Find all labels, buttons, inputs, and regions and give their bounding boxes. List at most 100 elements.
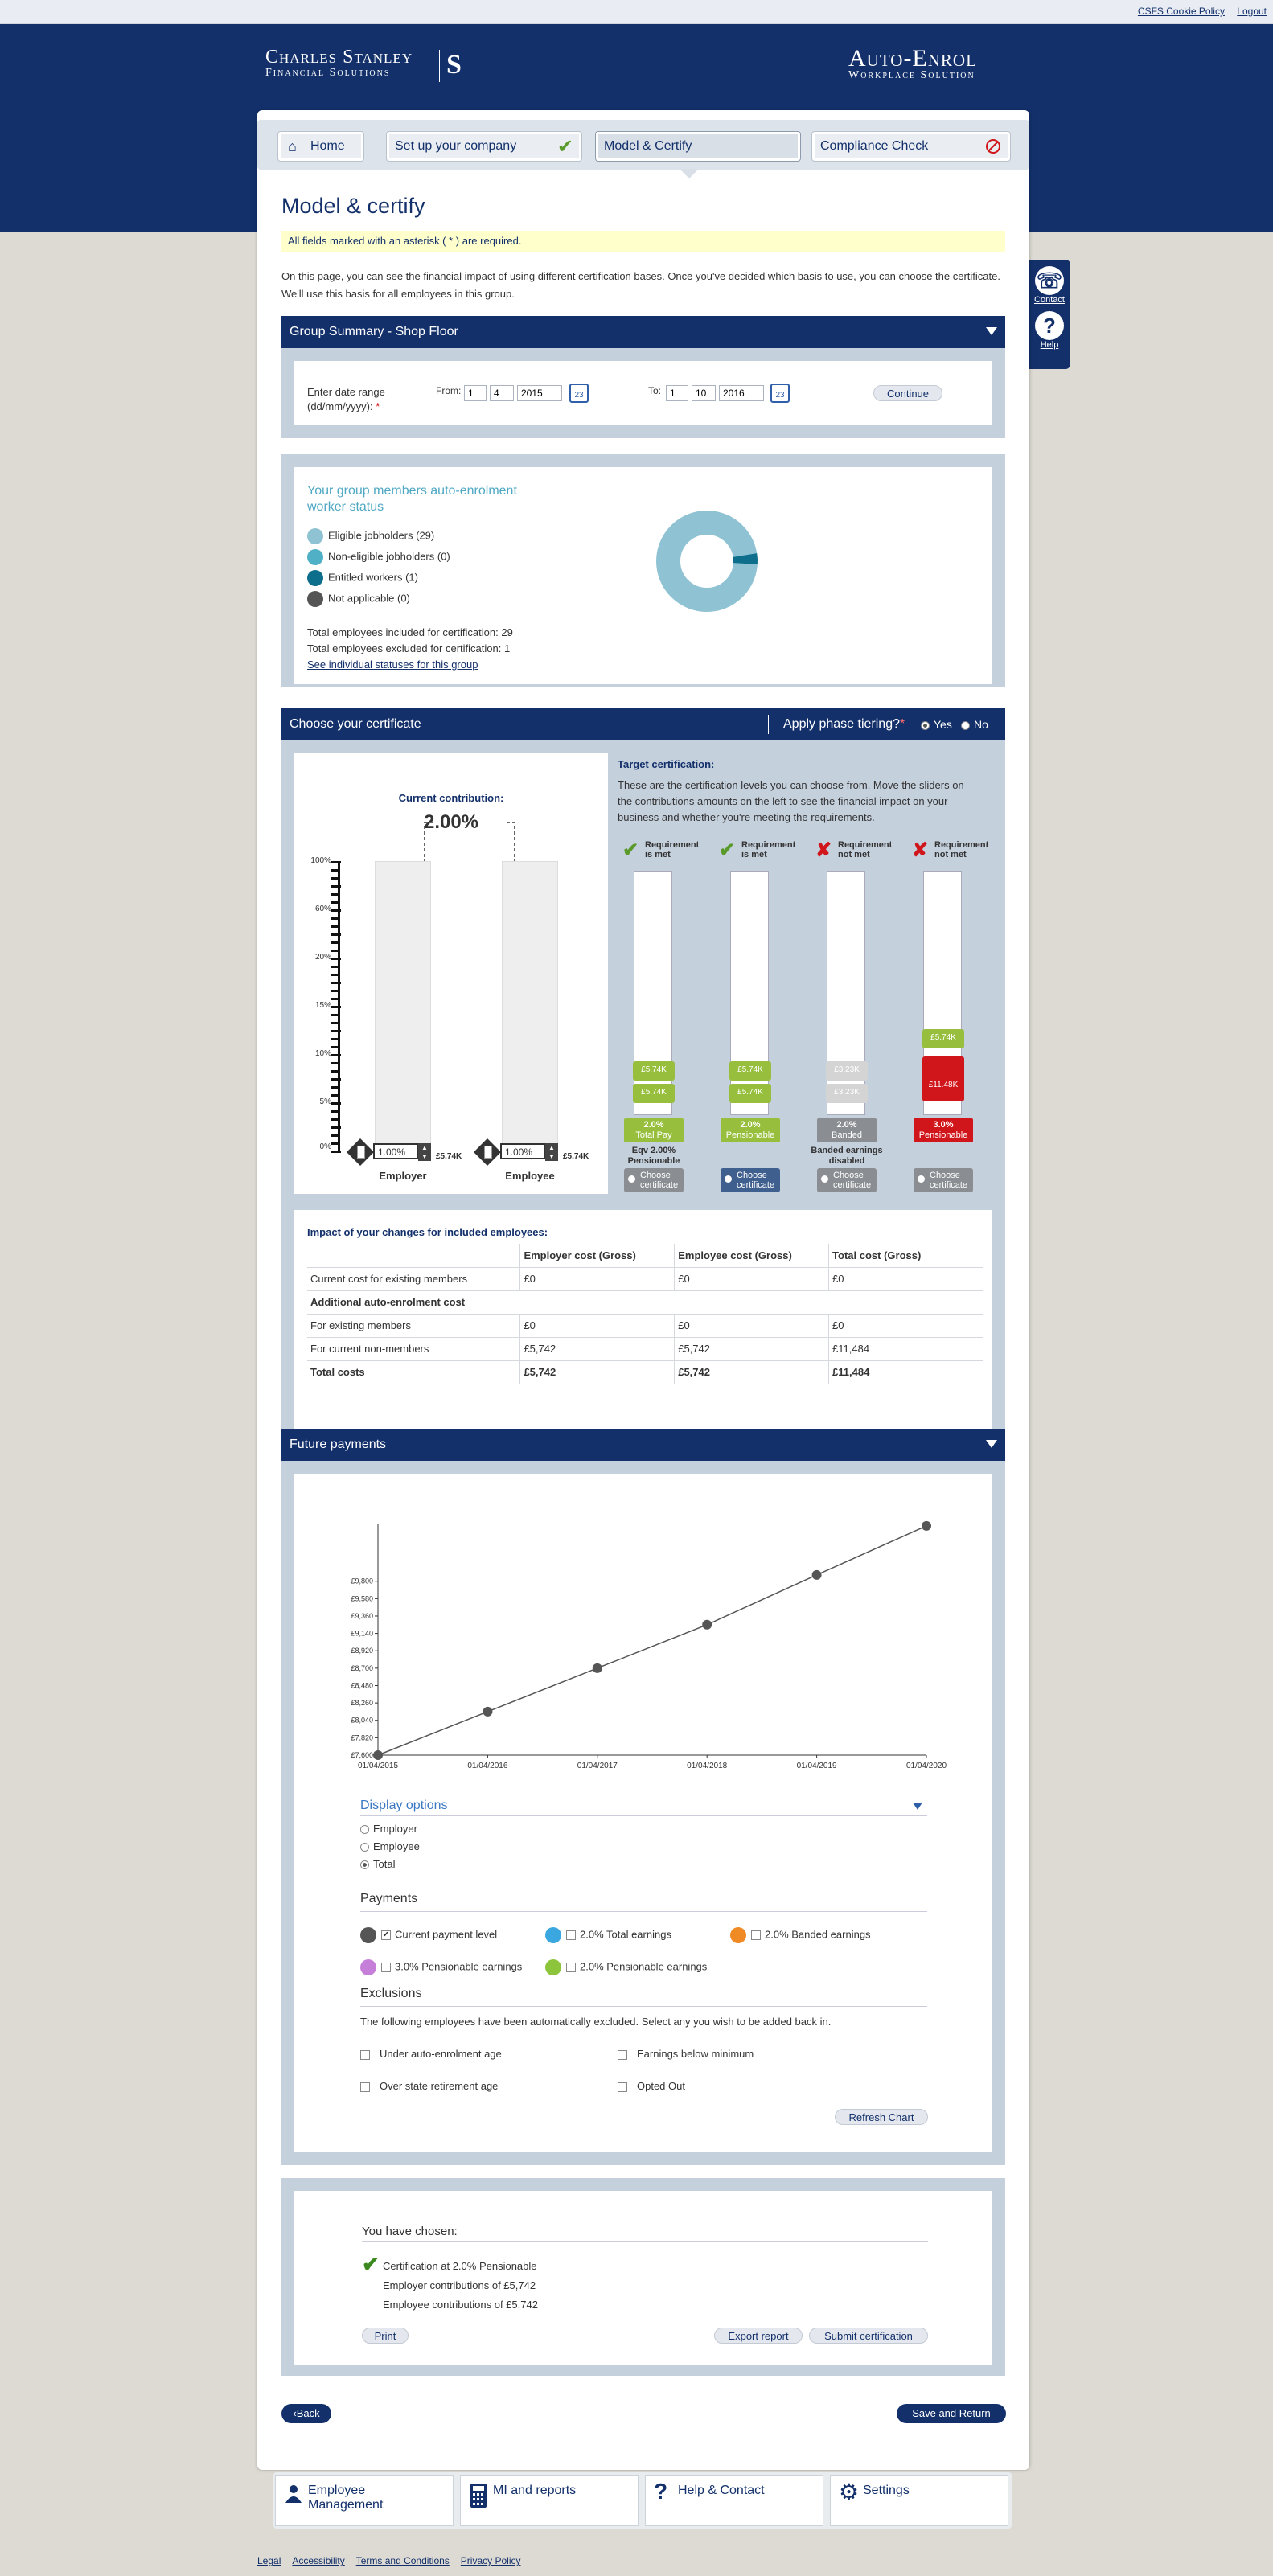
to-month-input[interactable] bbox=[692, 385, 716, 401]
scale-tick bbox=[331, 1142, 338, 1145]
checkbox-icon[interactable] bbox=[360, 2082, 370, 2092]
checkbox-icon[interactable] bbox=[381, 1963, 391, 1972]
submit-certification-button[interactable]: Submit certification bbox=[809, 2328, 928, 2344]
certificate-body: Current contribution: 2.00% 100% 60% 20% 15… bbox=[281, 740, 1005, 1520]
no-radio-dot[interactable] bbox=[961, 720, 970, 730]
from-month-input[interactable] bbox=[490, 385, 514, 401]
required-notice: All fields marked with an asterisk ( * )… bbox=[281, 231, 1005, 252]
display-option[interactable]: Total bbox=[360, 1858, 395, 1870]
export-report-button[interactable]: Export report bbox=[714, 2328, 803, 2344]
exclusion-option[interactable]: Over state retirement age bbox=[360, 2080, 498, 2092]
exclusion-option[interactable]: Earnings below minimum bbox=[618, 2048, 754, 2060]
phase-yes-radio[interactable]: Yes bbox=[921, 718, 952, 731]
radio-icon[interactable] bbox=[360, 1843, 369, 1852]
help-icon[interactable]: ? bbox=[1035, 311, 1064, 340]
to-year-input[interactable] bbox=[719, 385, 764, 401]
logo-line1: Charles Stanley bbox=[265, 47, 413, 68]
continue-button[interactable]: Continue bbox=[873, 385, 942, 401]
footer-link[interactable]: Legal bbox=[257, 2555, 281, 2566]
stepper-arrows-icon[interactable]: ▲ ▼ bbox=[418, 1143, 431, 1161]
payment-option[interactable]: 3.0% Pensionable earnings bbox=[360, 1959, 522, 1975]
payment-option[interactable]: 2.0% Total earnings bbox=[545, 1927, 671, 1943]
footer-link[interactable]: Terms and Conditions bbox=[355, 2555, 450, 2566]
included-count: Total employees included for certificati… bbox=[307, 626, 513, 638]
future-payments-header[interactable]: Future payments bbox=[281, 1429, 1005, 1461]
chosen-employee: Employee contributions of £5,742 bbox=[383, 2299, 538, 2311]
payment-option[interactable]: ✔ Current payment level bbox=[360, 1927, 497, 1943]
payment-option[interactable]: 2.0% Pensionable earnings bbox=[545, 1959, 707, 1975]
table-row: For current non-members £5,742 £5,742 £11,4… bbox=[307, 1337, 983, 1361]
footer-link[interactable]: Privacy Policy bbox=[460, 2555, 521, 2566]
footer-help-contact[interactable]: ? Help & Contact bbox=[645, 2475, 823, 2526]
display-options-header[interactable]: Display options bbox=[360, 1799, 927, 1816]
checkbox-icon[interactable] bbox=[566, 1963, 576, 1972]
employee-slider[interactable]: 1.00% ▲ ▼ £5.74K bbox=[474, 1138, 595, 1166]
calendar-icon[interactable]: 23 bbox=[770, 384, 790, 403]
future-payments-body: £7,600 £7,820 £8,040 £8,260 £8,480 £8,700 £8,9… bbox=[281, 1461, 1005, 2165]
exclusion-option[interactable]: Under auto-enrolment age bbox=[360, 2048, 502, 2060]
checkbox-icon[interactable] bbox=[618, 2049, 627, 2060]
radio-icon[interactable] bbox=[360, 1860, 369, 1870]
display-option[interactable]: Employer bbox=[360, 1823, 417, 1835]
data-point[interactable] bbox=[373, 1750, 383, 1760]
choose-certificate-button[interactable]: Choose certificate bbox=[624, 1168, 684, 1192]
checkbox-icon[interactable] bbox=[751, 1930, 761, 1940]
refresh-chart-button[interactable]: Refresh Chart bbox=[835, 2109, 928, 2125]
cookie-policy-link[interactable]: CSFS Cookie Policy bbox=[1137, 6, 1225, 17]
from-year-input[interactable] bbox=[517, 385, 562, 401]
footer-link[interactable]: Accessibility bbox=[292, 2555, 345, 2566]
display-option[interactable]: Employee bbox=[360, 1840, 420, 1852]
employer-slider[interactable]: 1.00% ▲ ▼ £5.74K bbox=[347, 1138, 468, 1166]
yes-radio-dot[interactable] bbox=[921, 720, 930, 730]
to-day-input[interactable] bbox=[666, 385, 688, 401]
data-point[interactable] bbox=[702, 1619, 712, 1630]
chevron-down-icon[interactable] bbox=[986, 1440, 997, 1448]
checkbox-icon[interactable] bbox=[566, 1930, 576, 1940]
chevron-down-icon[interactable] bbox=[986, 327, 997, 335]
checkbox-icon[interactable] bbox=[618, 2082, 627, 2092]
individual-status-link[interactable]: See individual statuses for this group bbox=[307, 658, 478, 671]
tab-home[interactable]: ⌂ Home bbox=[277, 131, 364, 162]
footer-mi-reports[interactable]: MI and reports bbox=[460, 2475, 639, 2526]
data-point[interactable] bbox=[811, 1569, 822, 1580]
group-summary-header[interactable]: Group Summary - Shop Floor bbox=[281, 316, 1005, 348]
contact-icon[interactable]: ☏ bbox=[1035, 266, 1064, 295]
chevron-down-icon[interactable] bbox=[913, 1803, 922, 1810]
phase-no-radio[interactable]: No bbox=[961, 718, 988, 731]
y-tick-label: £8,480 bbox=[351, 1681, 373, 1689]
radio-icon[interactable] bbox=[360, 1825, 369, 1835]
tab-model-certify[interactable]: Model & Certify bbox=[595, 131, 801, 162]
employee-value-input[interactable]: 1.00% bbox=[500, 1143, 545, 1159]
checkbox-icon[interactable] bbox=[360, 2049, 370, 2060]
checkbox-icon[interactable]: ✔ bbox=[381, 1930, 391, 1940]
payment-option[interactable]: 2.0% Banded earnings bbox=[730, 1927, 871, 1943]
choose-certificate-button[interactable]: Choose certificate bbox=[817, 1168, 877, 1192]
contact-link[interactable]: Contact bbox=[1034, 295, 1065, 305]
logo-mark: S bbox=[439, 50, 466, 82]
scale-tick bbox=[331, 1078, 341, 1081]
exclusions-description: The following employees have been automa… bbox=[360, 2016, 832, 2028]
stepper-arrows-icon[interactable]: ▲ ▼ bbox=[545, 1143, 558, 1161]
calendar-icon[interactable]: 23 bbox=[569, 384, 589, 403]
help-link[interactable]: Help bbox=[1040, 340, 1059, 350]
scale-tick bbox=[331, 877, 338, 880]
exclusion-option[interactable]: Opted Out bbox=[618, 2080, 685, 2092]
phase-tiering-label: Apply phase tiering?* bbox=[783, 717, 905, 732]
logout-link[interactable]: Logout bbox=[1237, 6, 1267, 17]
date-range-label-text: Enter date range (dd/mm/yyyy): bbox=[307, 386, 385, 412]
display-option-label: Employee bbox=[373, 1840, 420, 1852]
choose-certificate-button[interactable]: Choose certificate bbox=[721, 1168, 780, 1192]
footer-employee-management[interactable]: Employee Management bbox=[275, 2475, 454, 2526]
employer-value-input[interactable]: 1.00% bbox=[373, 1143, 418, 1159]
print-button[interactable]: Print bbox=[362, 2328, 409, 2344]
back-button[interactable]: ‹Back bbox=[281, 2404, 331, 2423]
tab-compliance[interactable]: Compliance Check bbox=[811, 131, 1011, 162]
tab-setup[interactable]: Set up your company ✔ bbox=[386, 131, 582, 162]
data-point[interactable] bbox=[922, 1520, 931, 1531]
from-day-input[interactable] bbox=[464, 385, 487, 401]
data-point[interactable] bbox=[592, 1663, 602, 1673]
footer-settings[interactable]: ⚙ Settings bbox=[830, 2475, 1008, 2526]
choose-certificate-button[interactable]: Choose certificate bbox=[914, 1168, 973, 1192]
data-point[interactable] bbox=[483, 1706, 493, 1717]
save-return-button[interactable]: Save and Return bbox=[897, 2404, 1006, 2423]
